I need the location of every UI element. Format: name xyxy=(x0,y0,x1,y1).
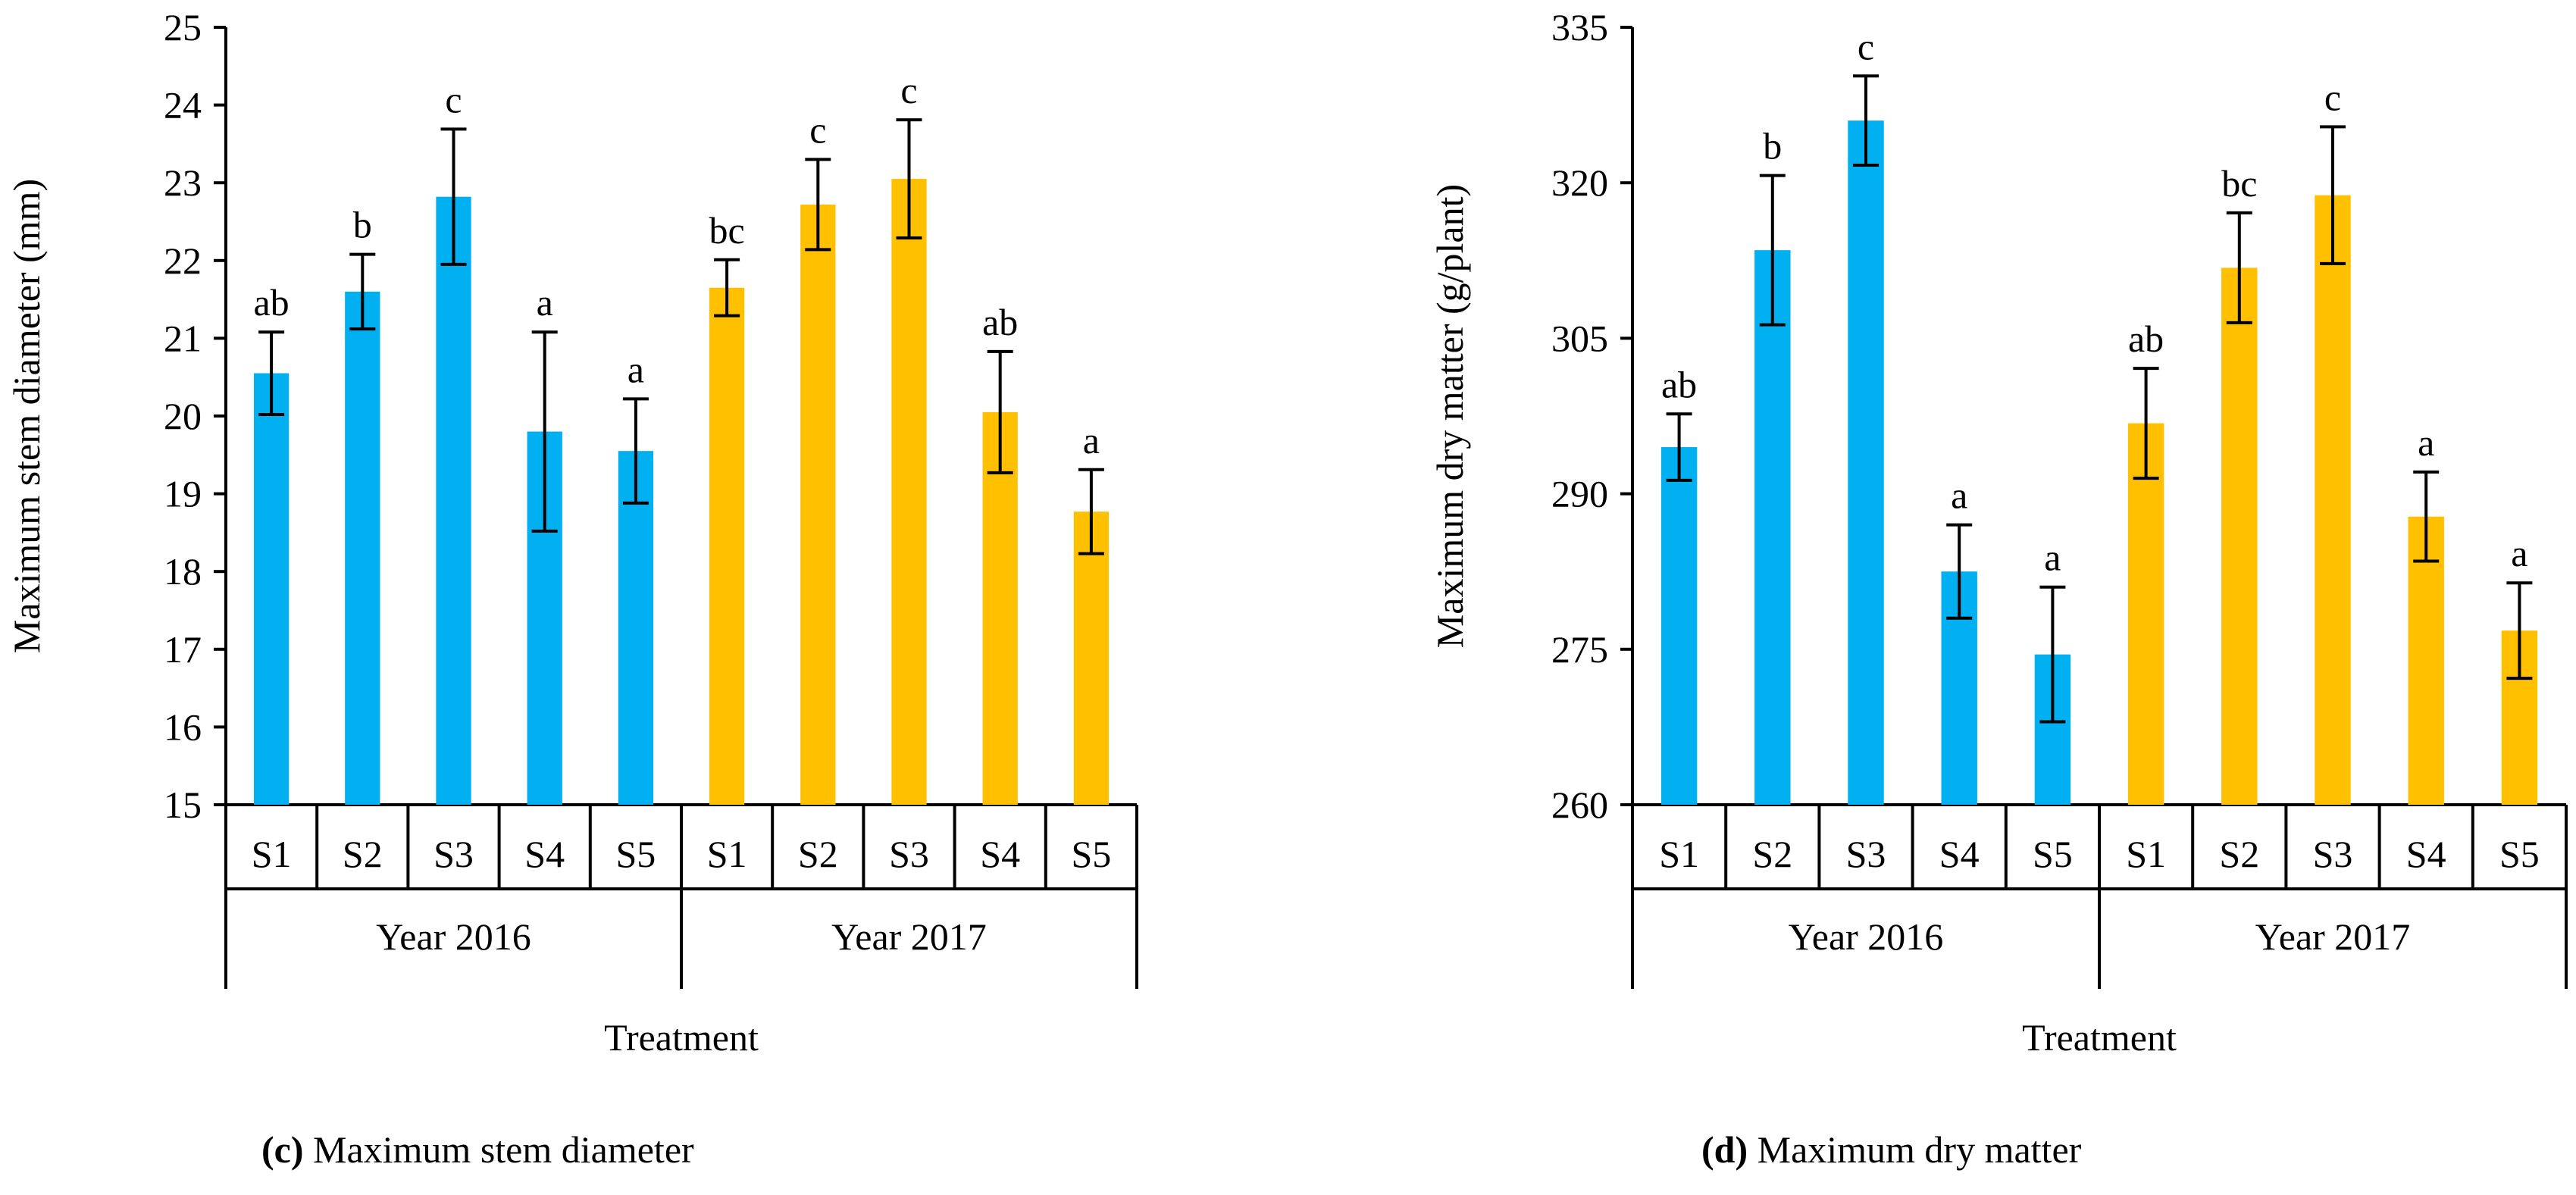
caption-c: (c) Maximum stem diameter xyxy=(261,1128,694,1172)
bar xyxy=(2408,516,2444,805)
caption-c-text: Maximum stem diameter xyxy=(313,1128,694,1171)
y-tick-label: 17 xyxy=(164,628,202,671)
category-label: S3 xyxy=(434,833,474,875)
significance-letter: c xyxy=(809,108,826,151)
significance-letter: a xyxy=(1951,474,1967,517)
significance-letter: ab xyxy=(2128,318,2164,360)
significance-letter: ab xyxy=(982,301,1018,343)
significance-letter: a xyxy=(2511,532,2527,574)
category-label: S4 xyxy=(980,833,1020,875)
bar xyxy=(800,204,836,806)
category-label: S5 xyxy=(2499,833,2540,875)
y-axis-title: Maximum dry matter (g/plant) xyxy=(1429,184,1471,648)
category-label: S5 xyxy=(615,833,656,875)
y-tick-label: 24 xyxy=(164,84,202,127)
significance-letter: ab xyxy=(1661,363,1697,405)
category-label: S3 xyxy=(889,833,929,875)
y-tick-label: 320 xyxy=(1551,161,1608,204)
y-tick-label: 18 xyxy=(164,550,202,593)
y-tick-label: 19 xyxy=(164,473,202,515)
significance-letter: c xyxy=(445,78,462,120)
significance-letter: b xyxy=(353,204,372,246)
bar xyxy=(2127,423,2164,805)
category-label: S2 xyxy=(343,833,383,875)
group-label: Year 2017 xyxy=(831,915,987,958)
bar xyxy=(982,411,1018,805)
significance-letter: a xyxy=(537,281,553,324)
dry-matter-chart: 260 275 290 305 320 335 Maximum dry matter (g/… xyxy=(1429,6,2568,1059)
bar xyxy=(436,196,471,806)
y-tick-label: 25 xyxy=(164,6,202,48)
category-label: S4 xyxy=(2406,833,2446,875)
y-tick-label: 16 xyxy=(164,705,202,748)
y-tick-label: 290 xyxy=(1551,473,1608,515)
bar xyxy=(1660,447,1698,805)
category-label: S1 xyxy=(252,833,292,875)
bar xyxy=(618,451,654,805)
category-label: S1 xyxy=(707,833,747,875)
caption-d-text: Maximum dry matter xyxy=(1757,1128,2082,1171)
bar xyxy=(2315,195,2351,806)
category-label: S5 xyxy=(1071,833,1111,875)
significance-letter: bc xyxy=(2221,162,2257,205)
y-tick-label: 275 xyxy=(1551,628,1608,671)
significance-letter: ab xyxy=(253,281,289,324)
group-label: Year 2017 xyxy=(2255,915,2411,958)
caption-d: (d) Maximum dry matter xyxy=(1701,1128,2081,1172)
category-label: S3 xyxy=(1846,833,1886,875)
y-tick-label: 305 xyxy=(1551,317,1608,359)
significance-letter: bc xyxy=(709,209,744,252)
category-label: S3 xyxy=(2313,833,2353,875)
significance-letter: a xyxy=(2044,536,2061,579)
bar xyxy=(345,291,380,806)
bar xyxy=(1754,250,1791,805)
significance-letter: c xyxy=(2324,76,2341,118)
category-label: S2 xyxy=(1752,833,1792,875)
y-tick-label: 20 xyxy=(164,395,202,437)
significance-letter: a xyxy=(1083,419,1100,461)
significance-letter: b xyxy=(1763,125,1782,167)
group-label: Year 2016 xyxy=(376,915,531,958)
category-label: S5 xyxy=(2033,833,2073,875)
category-label: S1 xyxy=(1659,833,1699,875)
caption-c-label: (c) xyxy=(261,1128,304,1171)
y-tick-label: 21 xyxy=(164,317,202,359)
significance-letter: a xyxy=(628,348,644,390)
stem-diameter-chart: 15 16 17 18 19 20 21 22 23 24 25 Maximum stem diame… xyxy=(5,6,1138,1059)
y-tick-label: 22 xyxy=(164,239,202,282)
y-axis-title: Maximum stem diameter (mm) xyxy=(5,179,48,653)
y-tick-label: 335 xyxy=(1551,6,1608,48)
category-label: S4 xyxy=(1939,833,1980,875)
x-axis-title: Treatment xyxy=(2022,1016,2177,1059)
significance-letter: c xyxy=(1858,25,1874,67)
bar xyxy=(253,373,290,805)
x-axis-title: Treatment xyxy=(604,1016,759,1059)
caption-d-label: (d) xyxy=(1701,1128,1748,1171)
bar xyxy=(1073,511,1110,805)
y-tick-label: 15 xyxy=(164,784,202,826)
bar xyxy=(1848,120,1884,805)
category-label: S2 xyxy=(2219,833,2259,875)
bar xyxy=(2221,267,2258,806)
significance-letter: a xyxy=(2418,421,2434,464)
category-label: S4 xyxy=(524,833,565,875)
bar xyxy=(709,287,745,806)
group-label: Year 2016 xyxy=(1789,915,1944,958)
y-tick-label: 260 xyxy=(1551,784,1608,826)
y-tick-label: 23 xyxy=(164,161,202,204)
significance-letter: c xyxy=(900,69,917,111)
category-label: S1 xyxy=(2126,833,2166,875)
category-label: S2 xyxy=(798,833,838,875)
bar xyxy=(891,179,927,805)
